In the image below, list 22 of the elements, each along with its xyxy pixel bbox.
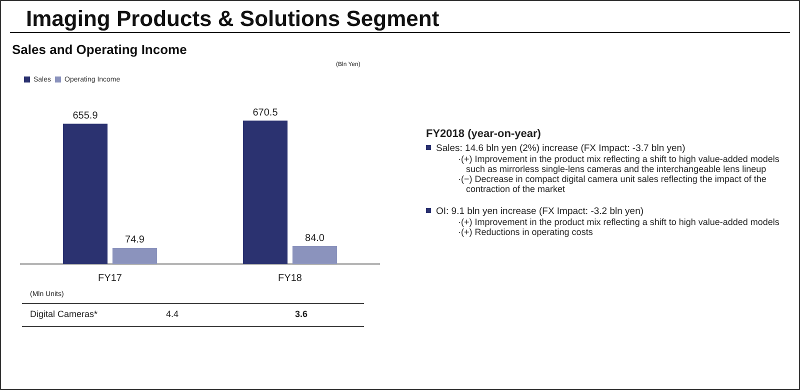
data-label: 670.5 [252, 107, 278, 118]
text: OI: 9.1 bln yen increase (FX Impact: -3.2 bln yen) [435, 206, 645, 217]
data-label: 74.9 [125, 234, 145, 246]
bar [112, 248, 158, 264]
text: FY2018 (year-on-year) [426, 128, 542, 140]
bar [292, 246, 338, 264]
text: ·(−) Decrease in compact digital camera unit sales reflecting the impact of the contraction of the market [457, 174, 768, 194]
text: 3.6 [295, 309, 308, 319]
chart-title: Imaging Products & Solutions Segment [26, 6, 440, 32]
bar [242, 120, 288, 264]
text: ·(+) Improvement in the product mix reflecting a shift to high value-added models such as mirrorless single-lens cameras and the interchangeable lens lineup [457, 154, 780, 174]
text: Sales: 14.6 bln yen (2%) increase (FX Impact: -3.7 bln yen) [435, 143, 686, 154]
text: ·(+) Reductions in operating costs [457, 227, 594, 237]
text: Digital Cameras* [30, 309, 98, 319]
data-label: 655.9 [72, 110, 98, 122]
chart-subtitle: Sales and Operating Income [12, 42, 187, 57]
text: ·(+) Improvement in the product mix reflecting a shift to high value-added models [457, 217, 780, 227]
data-label: 84.0 [305, 232, 325, 244]
x-tick-label: FY17 [98, 272, 122, 284]
x-tick-label: FY18 [278, 272, 302, 284]
text: 4.4 [166, 309, 179, 319]
bar [62, 124, 108, 264]
